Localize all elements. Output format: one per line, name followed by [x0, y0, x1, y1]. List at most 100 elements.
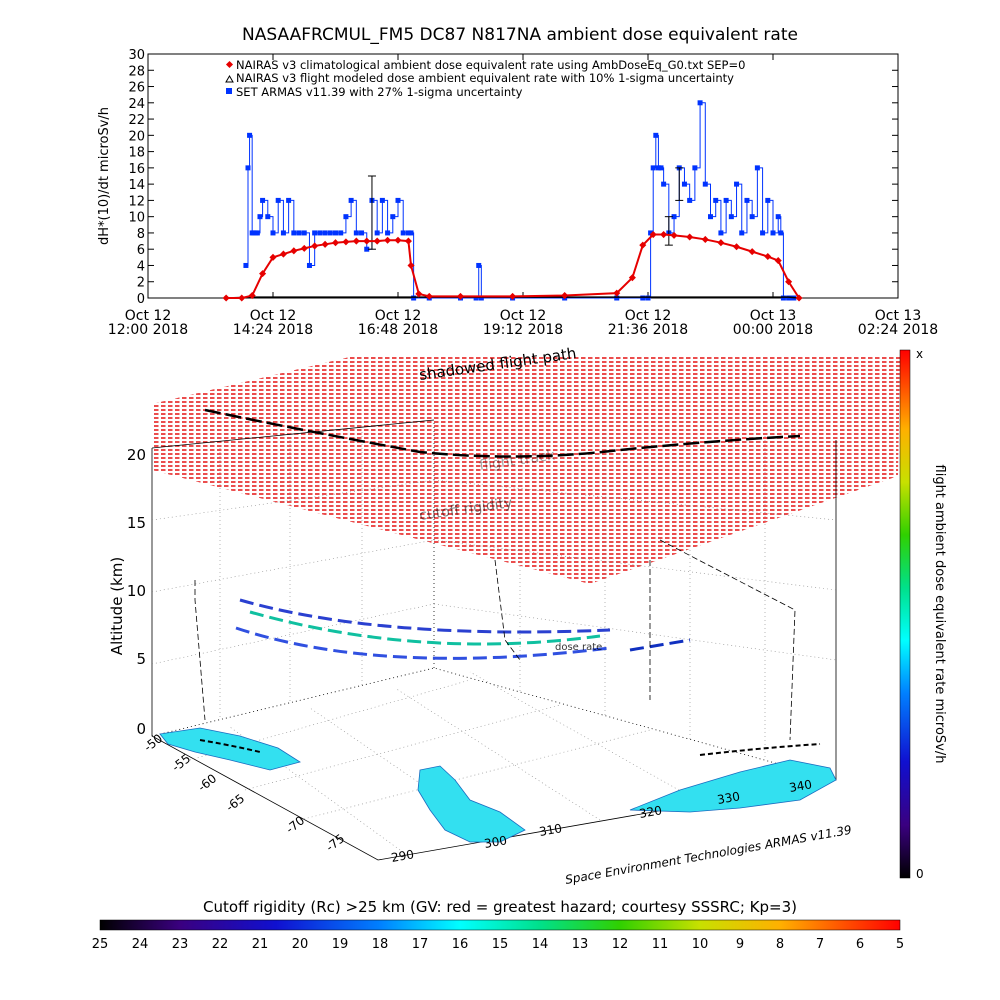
data-point-set-armas	[411, 295, 417, 301]
lon-tick: 310	[538, 821, 563, 839]
y-axis-label: dH*(10)/dt microSv/h	[97, 107, 112, 245]
data-point-set-armas	[364, 246, 370, 252]
y-tick-label: 8	[137, 227, 145, 242]
data-point-set-armas	[681, 181, 687, 187]
data-point-nairas-climatological	[352, 237, 360, 245]
data-point-set-armas	[661, 181, 667, 187]
data-point-set-armas	[275, 197, 281, 203]
data-point-set-armas	[247, 132, 253, 138]
legend-marker-diamond	[225, 60, 234, 69]
rigidity-colorbar-gradient	[99, 919, 901, 931]
data-point-nairas-climatological	[415, 290, 423, 298]
rigidity-colorbar: Cutoff rigidity (Rc) >25 km (GV: red = g…	[92, 898, 904, 952]
data-point-set-armas	[760, 230, 766, 236]
data-point-set-armas	[692, 165, 698, 171]
flight-track-dose	[235, 598, 691, 660]
shadowed-flight-path	[204, 408, 801, 458]
data-point-set-armas	[658, 165, 664, 171]
data-point-nairas-climatological	[290, 247, 298, 255]
legend-label: NAIRAS v3 flight modeled dose ambient eq…	[236, 71, 734, 85]
data-point-set-armas	[286, 197, 292, 203]
dose-colorbar-max: x	[916, 347, 923, 361]
rigidity-tick-label: 11	[652, 937, 669, 952]
x-tick-label-time: 16:48 2018	[358, 322, 438, 338]
data-point-set-armas	[476, 262, 482, 268]
data-point-set-armas	[317, 230, 323, 236]
x-tick-label-time: 12:00 2018	[108, 322, 188, 338]
y-tick-label: 2	[137, 276, 145, 291]
y-tick-label: 14	[128, 178, 145, 193]
data-point-set-armas	[243, 262, 249, 268]
data-point-nairas-climatological	[748, 248, 756, 256]
data-point-set-armas	[478, 295, 484, 301]
data-point-set-armas	[648, 230, 654, 236]
x-tick-label-date: Oct 13	[750, 308, 796, 324]
rigidity-tick-label: 7	[816, 937, 824, 952]
legend: NAIRAS v3 climatological ambient dose eq…	[225, 58, 745, 99]
x-tick-label-time: 19:12 2018	[483, 322, 563, 338]
data-point-set-armas	[780, 295, 786, 301]
data-point-set-armas	[245, 165, 251, 171]
data-point-set-armas	[739, 230, 745, 236]
series-group	[222, 100, 803, 302]
data-point-nairas-climatological	[613, 289, 621, 297]
data-point-nairas-climatological	[733, 243, 741, 251]
altitude-tick: 20	[127, 446, 146, 464]
rigidity-colorbar-title: Cutoff rigidity (Rc) >25 km (GV: red = g…	[203, 898, 797, 916]
data-point-nairas-climatological	[785, 278, 793, 286]
data-point-set-armas	[786, 295, 792, 301]
dose-colorbar-gradient	[899, 349, 911, 879]
altitude-tick: 0	[136, 720, 146, 738]
data-point-set-armas	[405, 230, 411, 236]
data-point-nairas-climatological	[717, 239, 725, 247]
rigidity-tick-label: 6	[856, 937, 864, 952]
credit-text: Space Environment Technologies ARMAS v11…	[564, 823, 853, 887]
legend-label: NAIRAS v3 climatological ambient dose eq…	[236, 58, 745, 72]
data-point-set-armas	[359, 230, 365, 236]
data-point-nairas-climatological	[238, 294, 246, 302]
data-point-set-armas	[296, 230, 302, 236]
data-point-set-armas	[775, 214, 781, 220]
dose-colorbar-min: 0	[916, 867, 924, 881]
surface3d-panel: shadowed flight path flight track cutoff…	[108, 344, 900, 887]
chart-title: NASAAFRCMUL_FM5 DC87 N817NA ambient dose…	[242, 25, 798, 45]
rigidity-tick-label: 13	[572, 937, 589, 952]
data-point-set-armas	[338, 230, 344, 236]
data-point-nairas-climatological	[639, 241, 647, 249]
data-point-nairas-climatological	[279, 250, 287, 258]
rigidity-tick-label: 24	[132, 937, 149, 952]
data-point-set-armas	[473, 295, 479, 301]
x-tick-label-date: Oct 12	[250, 308, 296, 324]
data-point-set-armas	[702, 181, 708, 187]
x-tick-label-time: 00:00 2018	[733, 322, 813, 338]
data-point-set-armas	[254, 230, 260, 236]
plot-box	[151, 419, 837, 861]
rigidity-tick-label: 25	[92, 937, 109, 952]
altitude-tick: 5	[136, 650, 146, 668]
data-point-set-armas	[614, 295, 620, 301]
x-tick-label-time: 14:24 2018	[233, 322, 313, 338]
data-point-set-armas	[395, 197, 401, 203]
rigidity-tick-label: 19	[332, 937, 349, 952]
data-point-set-armas	[400, 230, 406, 236]
data-point-nairas-climatological	[425, 292, 433, 300]
data-point-nairas-climatological	[686, 233, 694, 241]
rigidity-tick-label: 23	[172, 937, 189, 952]
map-land	[159, 727, 837, 843]
y-tick-label: 16	[128, 162, 145, 177]
data-point-set-armas	[257, 214, 263, 220]
data-point-set-armas	[343, 214, 349, 220]
rigidity-tick-label: 9	[736, 937, 744, 952]
data-point-set-armas	[301, 230, 307, 236]
legend-label: SET ARMAS v11.39 with 27% 1-sigma uncert…	[236, 85, 523, 99]
rigidity-tick-label: 22	[212, 937, 229, 952]
data-point-nairas-climatological	[394, 236, 402, 244]
data-point-set-armas	[270, 230, 276, 236]
data-point-nairas-climatological	[363, 237, 371, 245]
altitude-tick: 10	[127, 582, 146, 600]
data-point-set-armas	[408, 230, 414, 236]
data-point-set-armas	[333, 230, 338, 236]
series-line-nairas-climatological	[226, 233, 800, 299]
